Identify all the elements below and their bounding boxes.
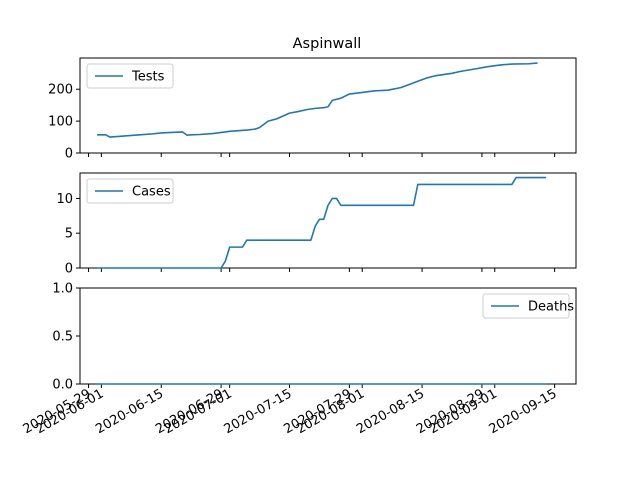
panel-tests-frame xyxy=(79,57,577,154)
series-tests-line xyxy=(97,62,538,138)
series-cases-line xyxy=(97,176,547,269)
panel-tests-y-tick-label: 100 xyxy=(48,115,73,130)
chart-title: Aspinwall xyxy=(293,36,362,52)
panel-deaths-y-tick-label: 1.0 xyxy=(52,282,73,297)
panel-tests-y-tick-label: 0 xyxy=(65,147,73,162)
panel-deaths-y-tick-label: 0.0 xyxy=(52,378,73,393)
x-tick-label: 2020-09-15 xyxy=(487,386,560,437)
legend-deaths-box xyxy=(482,293,570,319)
legend-tests-box xyxy=(86,63,174,89)
legend-tests-label: Tests xyxy=(131,70,165,85)
panel-cases-frame xyxy=(79,172,577,269)
legend-deaths: Deaths xyxy=(482,293,574,319)
legend-cases-label: Cases xyxy=(132,185,171,200)
legend-deaths-label: Deaths xyxy=(528,300,574,315)
legend-cases-box xyxy=(86,178,174,204)
panel-deaths-y-tick-label: 0.5 xyxy=(52,330,73,345)
panel-cases-y-tick-label: 0 xyxy=(65,262,73,277)
panel-cases: 0 5 10 Cases xyxy=(56,172,577,277)
panel-tests: 0 100 200 Tests xyxy=(48,57,577,162)
legend-tests: Tests xyxy=(86,63,174,89)
panel-tests-y-tick-label: 200 xyxy=(48,83,73,98)
panel-cases-y-tick-label: 10 xyxy=(56,192,73,207)
legend-cases: Cases xyxy=(86,178,174,204)
x-tick-labels: 2020-05-292020-06-012020-06-152020-06-29… xyxy=(21,386,560,437)
panel-cases-y-tick-label: 5 xyxy=(65,227,73,242)
panels: 0 100 200 Tests 0 5 10 Cases 0.0 0.5 1.0 Deaths xyxy=(48,57,577,393)
panel-deaths: 0.0 0.5 1.0 Deaths xyxy=(52,282,577,393)
